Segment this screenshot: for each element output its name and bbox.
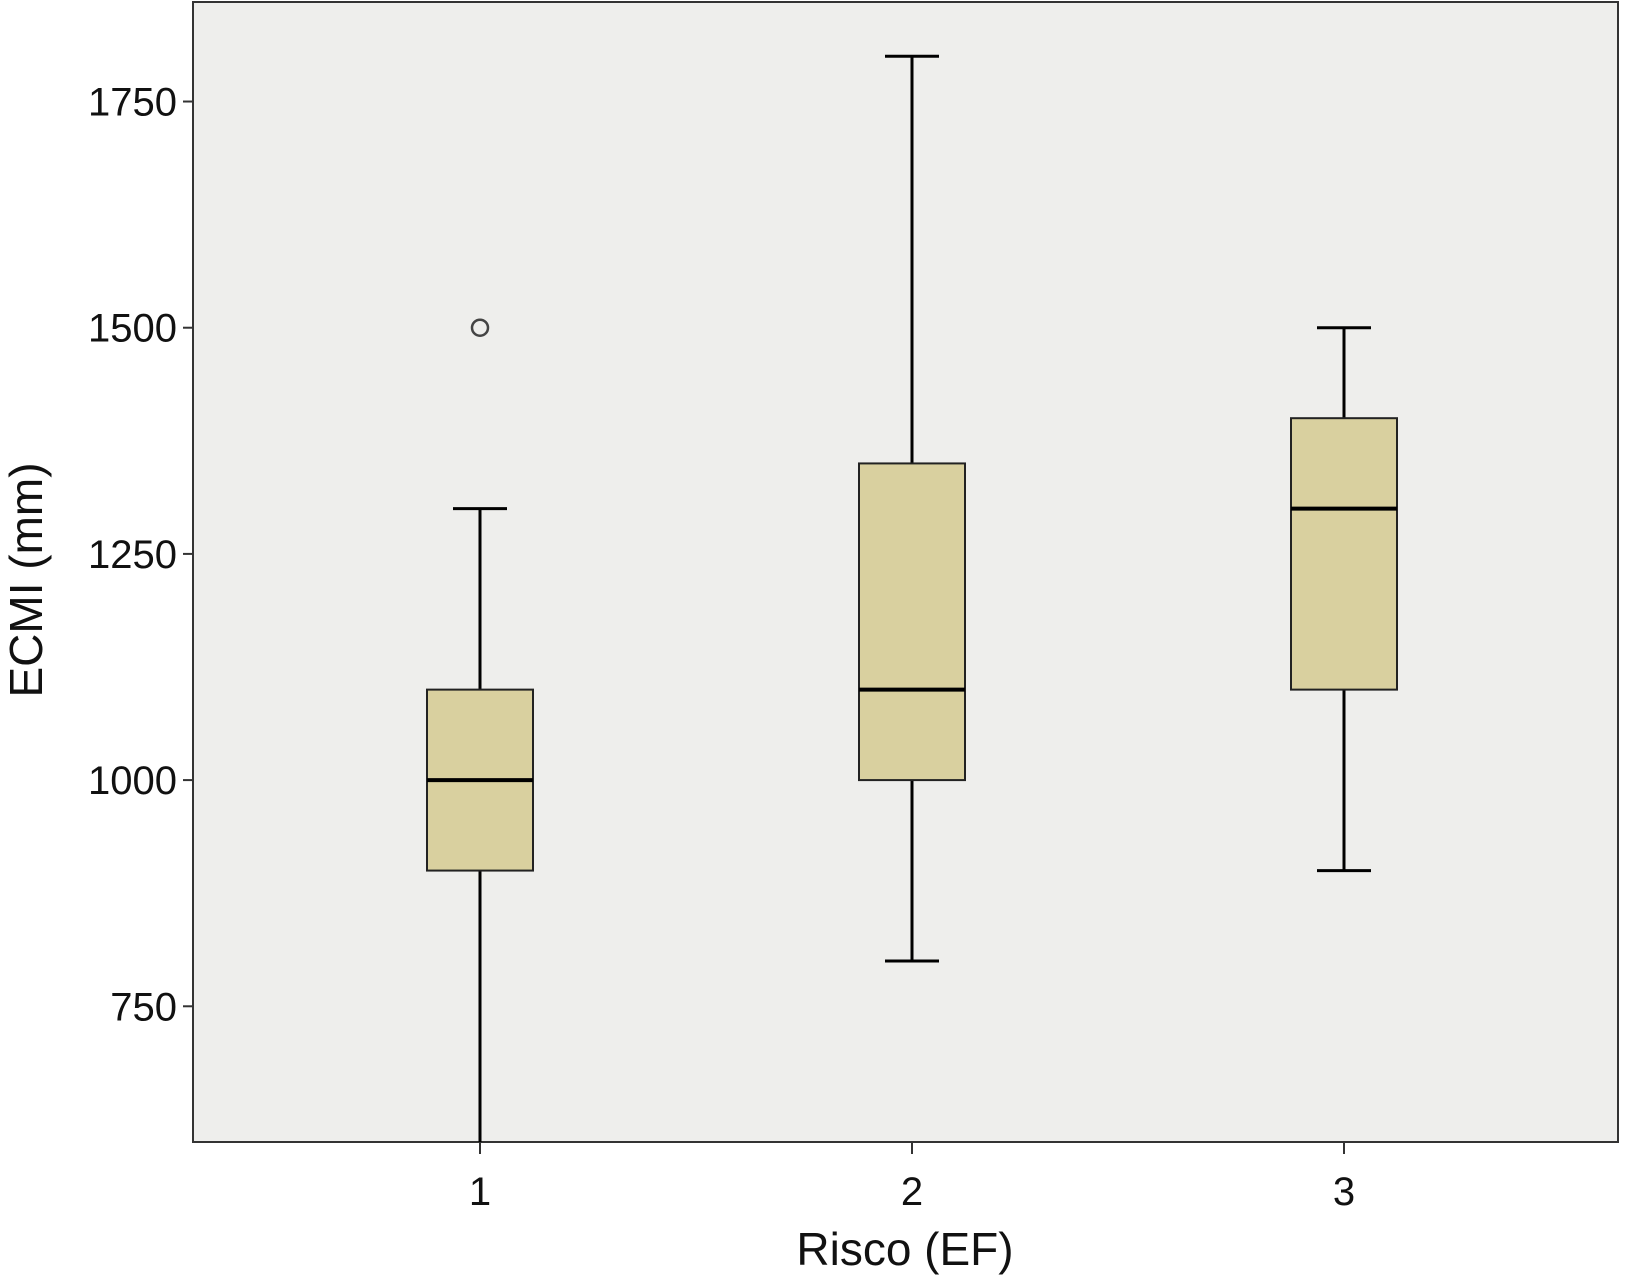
y-tick-label: 1750 <box>88 81 177 125</box>
boxes-group <box>426 54 1398 1142</box>
x-axis-title: Risco (EF) <box>796 1223 1013 1275</box>
y-axis: 750 1000 1250 1500 1750 <box>88 81 193 1029</box>
box-group-1 <box>426 318 534 1142</box>
outlier-point <box>470 318 490 337</box>
x-axis: 1 2 3 <box>469 1142 1355 1214</box>
y-tick-label: 1250 <box>88 533 177 577</box>
y-axis-title: ECMI (mm) <box>0 462 52 697</box>
box-group-2 <box>858 54 966 963</box>
y-tick-label: 1000 <box>88 759 177 803</box>
iqr-box <box>1290 417 1398 691</box>
iqr-box <box>858 462 966 782</box>
box-group-3 <box>1290 326 1398 873</box>
y-tick-label: 750 <box>110 985 177 1029</box>
x-tick-label: 2 <box>901 1170 923 1214</box>
x-tick-label: 1 <box>469 1170 491 1214</box>
x-tick-label: 3 <box>1333 1170 1355 1214</box>
y-tick-label: 1500 <box>88 307 177 351</box>
